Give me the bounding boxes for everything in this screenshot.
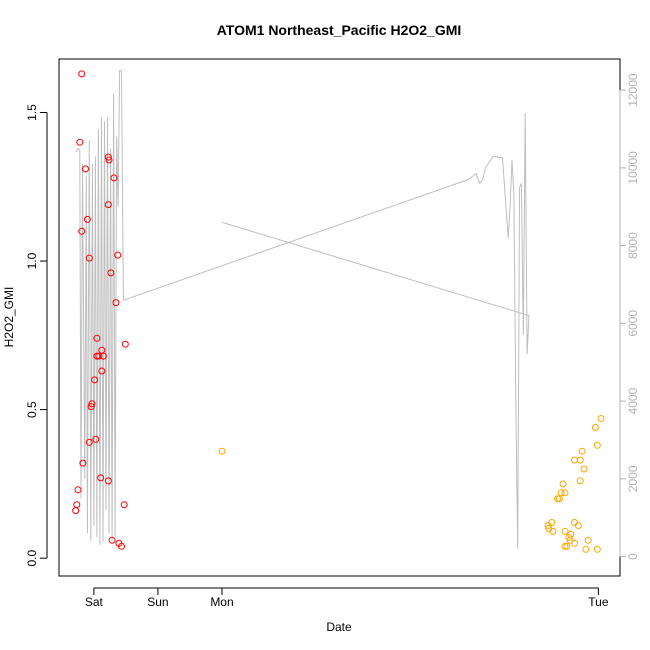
plot-frame — [58, 58, 621, 577]
y2-tick-label: 0 — [626, 553, 640, 560]
data-point-series1 — [78, 227, 86, 235]
data-point-series2 — [582, 545, 590, 553]
y-axis-label: H2O2_GMI — [2, 287, 16, 348]
data-point-series2 — [584, 536, 592, 544]
data-point-series1 — [112, 299, 120, 307]
data-point-series1 — [108, 536, 116, 544]
data-point-series1 — [105, 156, 113, 164]
y-axis: 0.0 0.5 1.0 1.5 — [25, 104, 48, 567]
data-point-series1 — [83, 215, 91, 223]
data-point-series1 — [104, 153, 112, 161]
x-tick-label: Sun — [147, 595, 168, 609]
y2-axis: 0 2000 4000 6000 8000 10000 12000 — [619, 73, 640, 560]
data-point-series2 — [576, 477, 584, 485]
data-point-series1 — [98, 367, 106, 375]
data-point-series2 — [593, 545, 601, 553]
data-point-series1 — [88, 400, 96, 408]
data-point-series2 — [555, 495, 563, 503]
data-point-series1 — [120, 501, 128, 509]
data-point-series1 — [74, 486, 82, 494]
y-tick-label: 0.5 — [25, 401, 39, 418]
y2-tick-label: 4000 — [626, 387, 640, 414]
data-point-series1 — [99, 352, 107, 360]
altitude-line-layer — [75, 70, 530, 549]
data-point-series2 — [593, 441, 601, 449]
y2-tick-label: 2000 — [626, 465, 640, 492]
data-point-series1 — [107, 269, 115, 277]
y2-tick-label: 10000 — [626, 151, 640, 185]
data-point-series1 — [79, 459, 87, 467]
data-point-series1 — [92, 435, 100, 443]
data-point-series1 — [78, 70, 86, 78]
y2-tick-label: 8000 — [626, 232, 640, 259]
x-tick-label: Sat — [85, 595, 104, 609]
data-point-series2 — [574, 522, 582, 529]
y2-tick-label: 6000 — [626, 310, 640, 337]
data-point-series1 — [85, 438, 93, 446]
data-point-series2 — [544, 522, 552, 529]
data-point-series1 — [73, 501, 81, 509]
data-point-series1 — [114, 251, 122, 259]
points-layer — [72, 70, 605, 553]
data-point-series1 — [104, 201, 112, 209]
y-tick-label: 1.5 — [25, 104, 39, 121]
x-axis: Sat Sun Mon Tue — [85, 587, 609, 609]
x-axis-label: Date — [326, 620, 352, 634]
y2-tick-label: 12000 — [626, 73, 640, 107]
data-point-series2 — [576, 456, 584, 464]
data-point-series2 — [218, 447, 226, 455]
data-point-series1 — [85, 254, 93, 262]
data-point-series2 — [554, 495, 561, 503]
data-point-series1 — [91, 376, 99, 384]
chart-title: ATOM1 Northeast_Pacific H2O2_GMI — [217, 22, 462, 38]
data-point-series2 — [571, 539, 578, 547]
data-point-series1 — [110, 174, 118, 182]
y-tick-label: 0.0 — [25, 550, 39, 567]
data-point-series2 — [597, 415, 605, 422]
data-point-series2 — [580, 465, 588, 473]
x-tick-label: Mon — [210, 595, 233, 609]
data-point-series1 — [87, 403, 95, 411]
data-point-series2 — [591, 423, 599, 431]
data-point-series2 — [563, 542, 571, 550]
data-point-series2 — [571, 456, 578, 464]
data-point-series2 — [578, 447, 586, 455]
data-point-series1 — [72, 507, 80, 515]
data-point-series1 — [118, 542, 125, 550]
data-point-series2 — [549, 527, 557, 535]
y-tick-label: 1.0 — [25, 252, 39, 269]
data-point-series2 — [561, 527, 569, 535]
data-point-series2 — [561, 489, 569, 497]
data-point-series1 — [104, 477, 112, 485]
data-point-series2 — [559, 480, 567, 488]
data-point-series1 — [93, 334, 101, 342]
data-point-series2 — [561, 542, 569, 550]
data-point-series1 — [121, 340, 129, 348]
x-tick-label: Tue — [588, 595, 609, 609]
altitude-line — [75, 70, 530, 549]
data-point-series1 — [95, 352, 103, 360]
data-point-series1 — [76, 138, 84, 146]
data-point-series1 — [82, 165, 89, 173]
data-point-series1 — [97, 474, 105, 482]
